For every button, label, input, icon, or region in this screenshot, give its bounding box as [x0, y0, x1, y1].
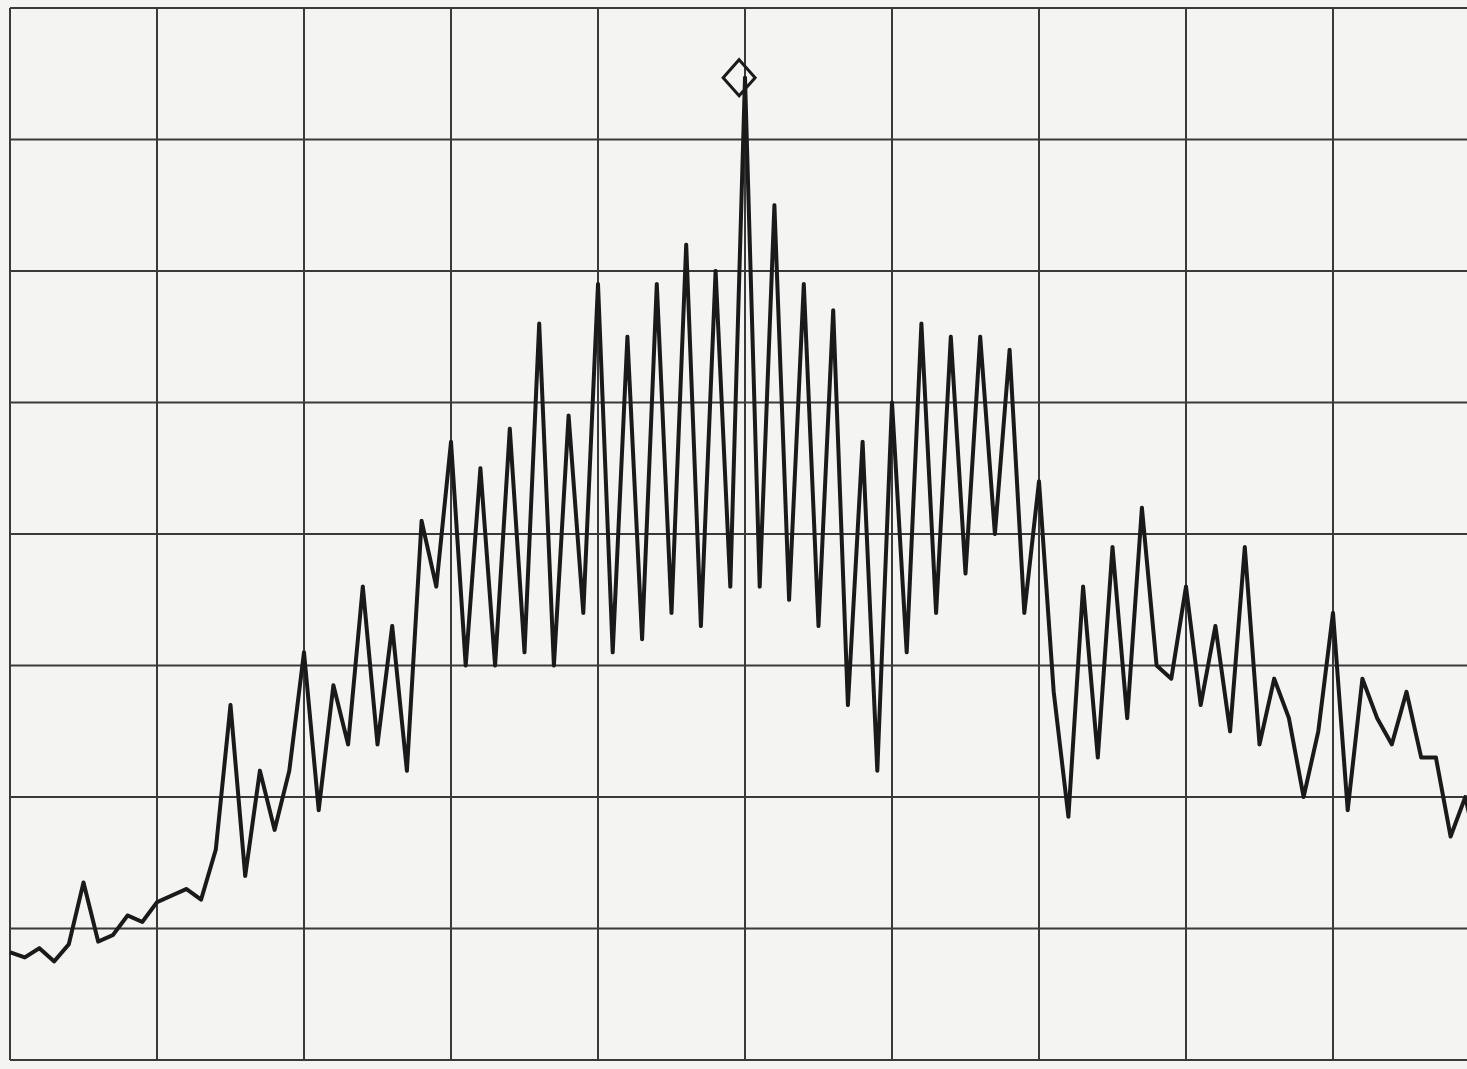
peak-marker	[721, 57, 758, 98]
trace	[9, 75, 1467, 964]
